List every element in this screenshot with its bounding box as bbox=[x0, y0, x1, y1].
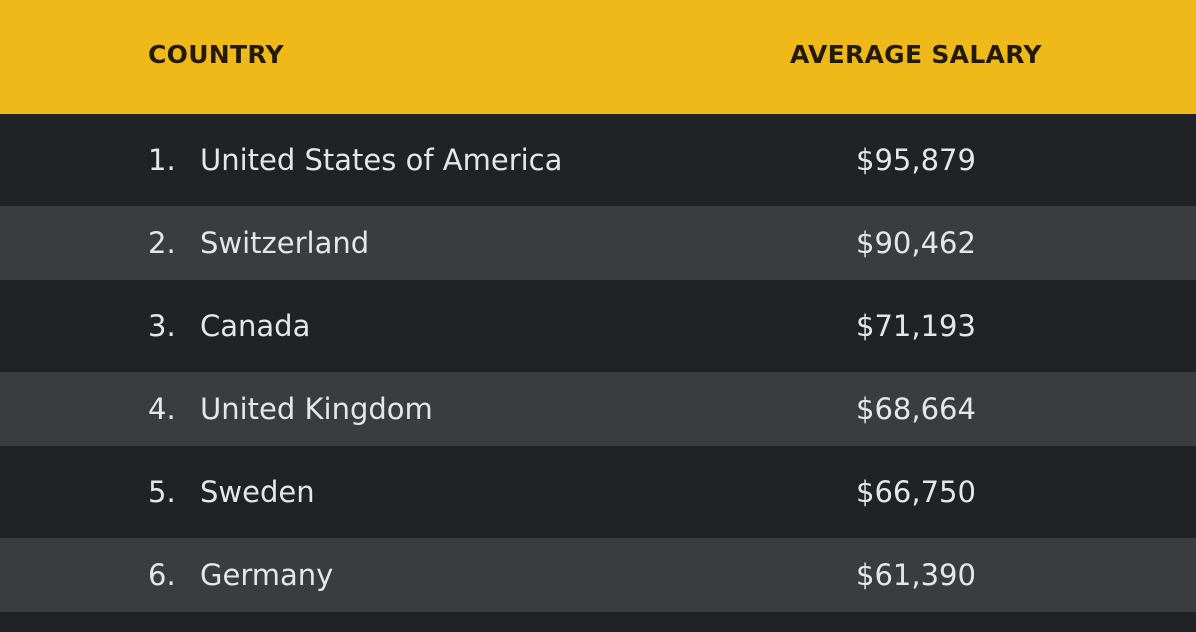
row-rank: 3. bbox=[148, 309, 176, 343]
row-country: Germany bbox=[200, 558, 334, 592]
row-rank: 5. bbox=[148, 475, 176, 509]
row-salary: $61,390 bbox=[856, 558, 976, 592]
column-header-average-salary: AVERAGE SALARY bbox=[790, 40, 1042, 69]
row-salary: $90,462 bbox=[856, 226, 976, 260]
row-salary: $68,664 bbox=[856, 392, 976, 426]
row-country: Canada bbox=[200, 309, 311, 343]
row-rank: 4. bbox=[148, 392, 176, 426]
row-salary: $66,750 bbox=[856, 475, 976, 509]
table-footer-strip bbox=[0, 612, 1196, 632]
column-header-country: COUNTRY bbox=[148, 40, 284, 69]
row-salary: $71,193 bbox=[856, 309, 976, 343]
row-country: United States of America bbox=[200, 143, 563, 177]
row-rank: 1. bbox=[148, 143, 176, 177]
table-row: 5. Sweden $66,750 bbox=[0, 446, 1196, 538]
row-salary: $95,879 bbox=[856, 143, 976, 177]
table-header: COUNTRY AVERAGE SALARY bbox=[0, 0, 1196, 114]
row-rank: 2. bbox=[148, 226, 176, 260]
table-row: 4. United Kingdom $68,664 bbox=[0, 372, 1196, 446]
table-row: 2. Switzerland $90,462 bbox=[0, 206, 1196, 280]
table-row: 1. United States of America $95,879 bbox=[0, 114, 1196, 206]
row-country: Switzerland bbox=[200, 226, 370, 260]
row-country: Sweden bbox=[200, 475, 315, 509]
table-row: 3. Canada $71,193 bbox=[0, 280, 1196, 372]
row-rank: 6. bbox=[148, 558, 176, 592]
table-row: 6. Germany $61,390 bbox=[0, 538, 1196, 612]
row-country: United Kingdom bbox=[200, 392, 433, 426]
